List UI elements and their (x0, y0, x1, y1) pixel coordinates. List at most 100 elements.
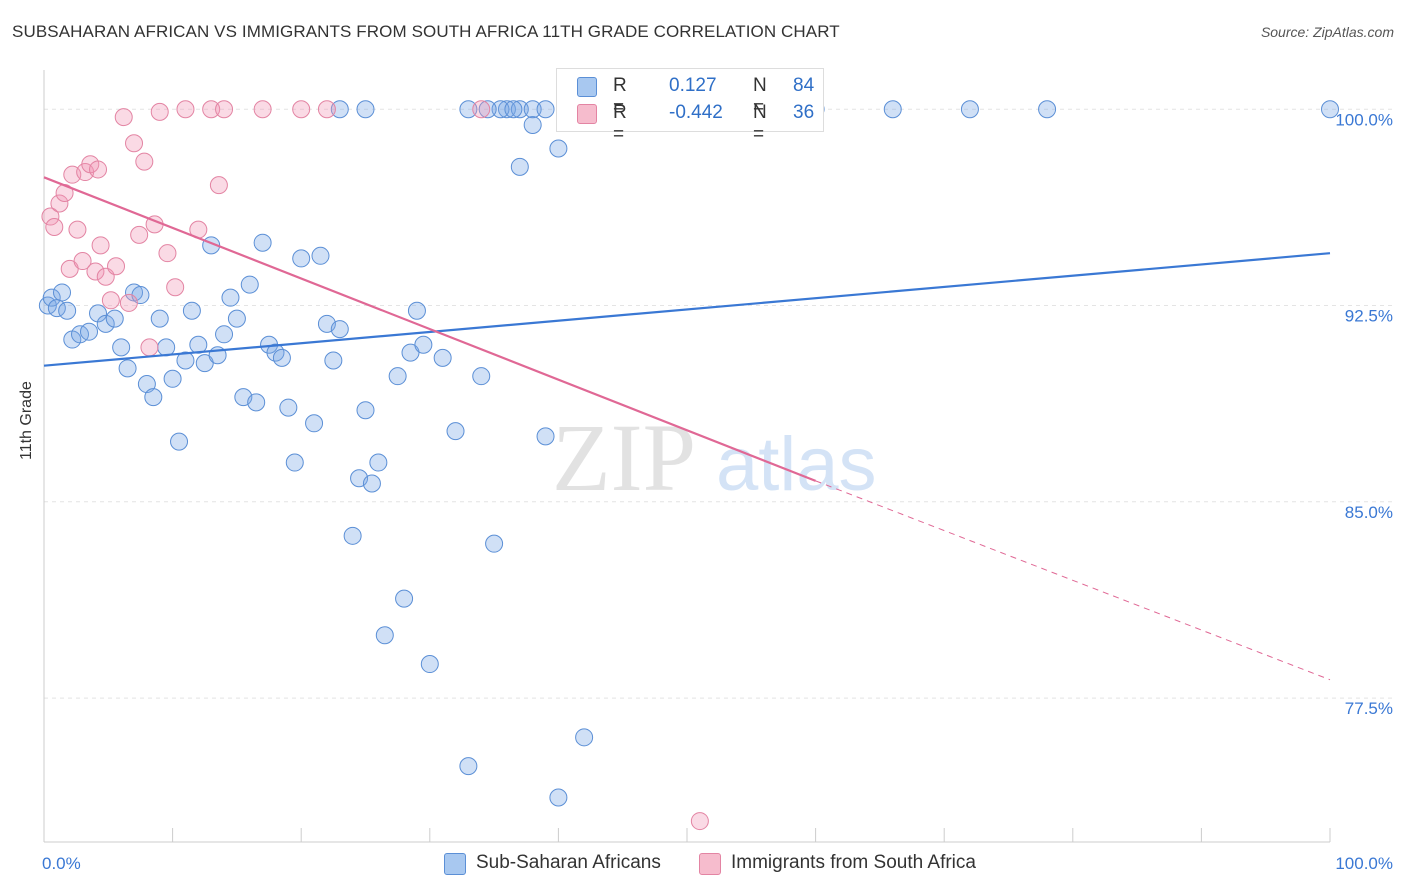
point-sub-saharan (407, 301, 426, 320)
series-swatch-pink (699, 853, 721, 875)
point-sub-saharan (157, 338, 176, 357)
point-south-africa (140, 338, 159, 357)
watermark-zip: ZIP (552, 404, 696, 511)
legend-r-label: R = (613, 75, 627, 118)
point-sub-saharan (491, 100, 510, 119)
chart-title: SUBSAHARAN AFRICAN VS IMMIGRANTS FROM SO… (12, 22, 840, 41)
point-sub-saharan (253, 233, 272, 252)
point-sub-saharan (292, 249, 311, 268)
point-sub-saharan (883, 100, 902, 119)
point-sub-saharan (89, 304, 108, 323)
point-sub-saharan (536, 100, 555, 119)
point-sub-saharan (112, 338, 131, 357)
point-south-africa (114, 108, 133, 127)
point-sub-saharan (1038, 100, 1057, 119)
y-tick-label: 92.5% (1345, 307, 1393, 326)
point-south-africa (89, 160, 108, 179)
point-sub-saharan (478, 100, 497, 119)
point-sub-saharan (176, 351, 195, 370)
point-sub-saharan (227, 309, 246, 328)
point-sub-saharan (324, 351, 343, 370)
y-tick-label: 100.0% (1335, 110, 1393, 129)
legend-r-value: -0.442 (669, 102, 723, 123)
point-south-africa (73, 252, 92, 271)
point-sub-saharan (182, 301, 201, 320)
point-sub-saharan (414, 335, 433, 354)
point-sub-saharan (549, 139, 568, 158)
point-sub-saharan (170, 432, 189, 451)
point-south-africa (472, 100, 491, 119)
point-sub-saharan (215, 325, 234, 344)
watermark-atlas: atlas (716, 422, 877, 507)
point-sub-saharan (42, 288, 61, 307)
point-sub-saharan (960, 100, 979, 119)
point-south-africa (176, 100, 195, 119)
point-sub-saharan (80, 322, 99, 341)
point-sub-saharan (459, 757, 478, 776)
point-sub-saharan (536, 427, 555, 446)
point-sub-saharan (575, 728, 594, 747)
point-south-africa (158, 244, 177, 263)
point-sub-saharan (472, 367, 491, 386)
x-tick-label: 100.0% (1335, 854, 1393, 873)
correlation-legend: R = 0.127 N = 84 R = -0.442 N = 36 (556, 68, 824, 145)
trend-line-south-africa-extension (815, 480, 1331, 681)
point-south-africa (690, 812, 709, 831)
point-south-africa (68, 220, 87, 239)
point-sub-saharan (356, 100, 375, 119)
point-sub-saharan (395, 589, 414, 608)
y-tick-label: 77.5% (1345, 699, 1393, 718)
y-axis-label: 11th Grade (18, 381, 35, 460)
trend-line-south-africa (43, 176, 817, 482)
point-south-africa (215, 100, 234, 119)
point-sub-saharan (523, 100, 542, 119)
point-sub-saharan (96, 314, 115, 333)
point-sub-saharan (118, 359, 137, 378)
point-sub-saharan (279, 398, 298, 417)
y-tick-labels: 100.0% 92.5% 85.0% 77.5% (1335, 110, 1393, 718)
legend-n-label: N = (753, 102, 767, 145)
point-sub-saharan (433, 348, 452, 367)
series-swatch-blue (444, 853, 466, 875)
point-south-africa (166, 278, 185, 297)
point-south-africa (202, 100, 221, 119)
point-south-africa (41, 207, 60, 226)
point-sub-saharan (523, 115, 542, 134)
point-sub-saharan (137, 375, 156, 394)
trend-lines (43, 176, 1331, 681)
point-sub-saharan (362, 474, 381, 493)
point-south-africa (91, 236, 110, 255)
point-sub-saharan (150, 309, 169, 328)
point-sub-saharan (420, 655, 439, 674)
point-south-africa (317, 100, 336, 119)
watermark: ZIP atlas (552, 404, 877, 511)
point-sub-saharan (343, 526, 362, 545)
legend-swatch-blue (577, 77, 597, 97)
point-south-africa (253, 100, 272, 119)
point-sub-saharan (247, 393, 266, 412)
point-sub-saharan (240, 275, 259, 294)
point-sub-saharan (53, 283, 72, 302)
point-sub-saharan (446, 422, 465, 441)
point-sub-saharan (369, 453, 388, 472)
point-sub-saharan (330, 320, 349, 339)
point-sub-saharan (510, 157, 529, 176)
point-sub-saharan (504, 100, 523, 119)
legend-n-label: N = (753, 75, 767, 118)
point-sub-saharan (311, 246, 330, 265)
point-south-africa (292, 100, 311, 119)
point-sub-saharan (105, 309, 124, 328)
point-sub-saharan (58, 301, 77, 320)
legend-n-value: 84 (793, 75, 815, 96)
point-south-africa (107, 257, 126, 276)
point-south-africa (86, 262, 105, 281)
point-sub-saharan (549, 788, 568, 807)
point-south-africa (150, 102, 169, 121)
point-sub-saharan (510, 100, 529, 119)
point-south-africa (135, 152, 154, 171)
point-sub-saharan (388, 367, 407, 386)
point-south-africa (119, 293, 138, 312)
point-south-africa (101, 291, 120, 310)
point-sub-saharan (221, 288, 240, 307)
